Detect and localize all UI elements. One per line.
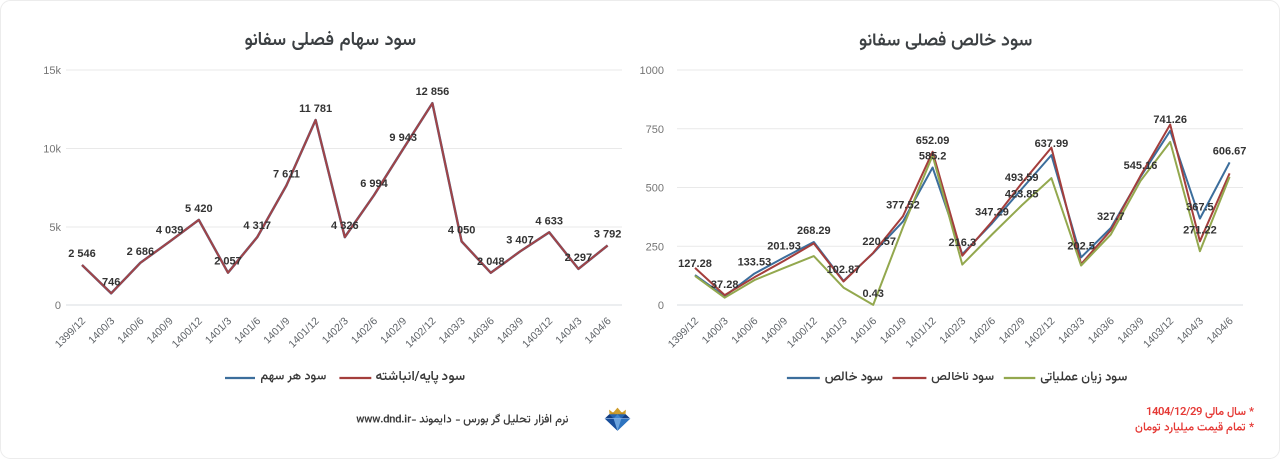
svg-text:15k: 15k	[43, 65, 61, 77]
svg-text:6 994: 6 994	[360, 178, 388, 190]
svg-text:127.28: 127.28	[678, 258, 712, 270]
svg-text:2 686: 2 686	[127, 246, 155, 258]
svg-text:606.67: 606.67	[1213, 145, 1247, 157]
svg-text:9 943: 9 943	[389, 132, 417, 144]
svg-text:347.29: 347.29	[975, 206, 1009, 218]
svg-text:202.5: 202.5	[1067, 240, 1095, 252]
svg-text:377.52: 377.52	[886, 199, 920, 211]
svg-text:133.53: 133.53	[738, 257, 772, 269]
svg-text:750: 750	[646, 124, 664, 136]
svg-text:327.7: 327.7	[1097, 211, 1125, 223]
svg-text:4 317: 4 317	[243, 220, 271, 232]
svg-text:4 326: 4 326	[331, 220, 359, 232]
svg-text:367.5: 367.5	[1186, 202, 1214, 214]
svg-text:1000: 1000	[640, 65, 664, 77]
svg-text:220.57: 220.57	[862, 236, 896, 248]
svg-text:216.3: 216.3	[949, 237, 977, 249]
svg-text:0: 0	[55, 300, 61, 312]
svg-text:500: 500	[646, 183, 664, 195]
svg-text:4 633: 4 633	[535, 215, 563, 227]
svg-text:0.43: 0.43	[862, 288, 883, 300]
svg-text:268.29: 268.29	[797, 225, 831, 237]
svg-text:3 407: 3 407	[506, 235, 534, 247]
svg-text:746: 746	[102, 276, 120, 288]
svg-text:7 611: 7 611	[273, 169, 300, 181]
svg-text:741.26: 741.26	[1153, 114, 1187, 126]
svg-text:637.99: 637.99	[1035, 138, 1069, 150]
svg-text:250: 250	[646, 241, 664, 253]
svg-text:102.87: 102.87	[827, 264, 861, 276]
svg-text:2 546: 2 546	[68, 248, 96, 260]
svg-text:545.16: 545.16	[1124, 160, 1158, 172]
svg-text:3 792: 3 792	[594, 229, 622, 241]
svg-text:493.59: 493.59	[1005, 172, 1039, 184]
svg-text:4 050: 4 050	[448, 224, 476, 236]
svg-text:10k: 10k	[43, 144, 61, 156]
svg-text:2 048: 2 048	[477, 256, 505, 268]
svg-text:11 781: 11 781	[299, 103, 332, 115]
svg-text:201.93: 201.93	[767, 241, 801, 253]
svg-text:2 297: 2 297	[565, 252, 593, 264]
svg-text:423.85: 423.85	[1005, 188, 1039, 200]
svg-text:2 057: 2 057	[214, 256, 242, 268]
svg-text:12 856: 12 856	[416, 86, 450, 98]
svg-text:37.28: 37.28	[711, 279, 739, 291]
svg-text:585.2: 585.2	[919, 151, 947, 163]
svg-text:5k: 5k	[49, 222, 61, 234]
svg-text:271.22: 271.22	[1183, 224, 1217, 236]
svg-text:652.09: 652.09	[916, 135, 950, 147]
svg-text:0: 0	[658, 300, 664, 312]
svg-text:5 420: 5 420	[185, 203, 213, 215]
svg-text:4 039: 4 039	[156, 225, 184, 237]
